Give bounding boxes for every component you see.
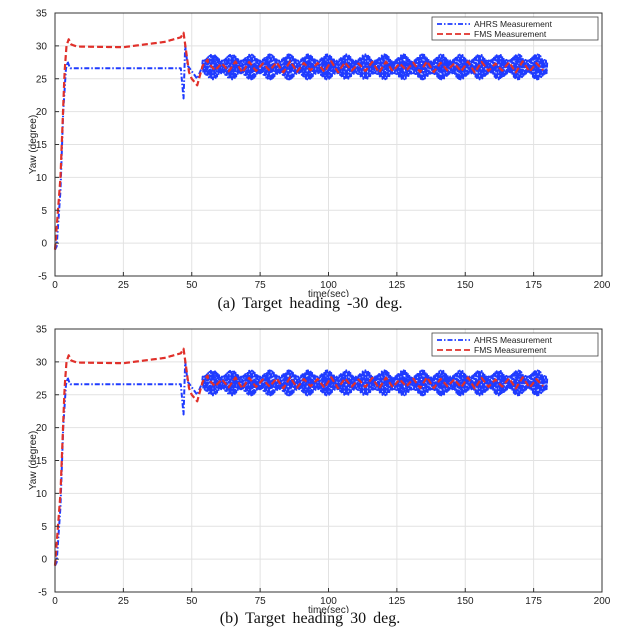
y-tick-label: 25 [36,390,48,401]
y-tick-label: 25 [36,74,48,85]
y-tick-label: 0 [41,555,47,566]
x-tick-label: 125 [389,280,406,291]
legend-label: AHRS Measurement [474,335,553,345]
x-tick-label: 200 [594,596,611,607]
x-tick-label: 75 [255,596,267,607]
series-line-fms [53,347,544,566]
x-tick-label: 175 [525,596,542,607]
x-tick-label: 50 [186,596,198,607]
x-tick-label: 75 [255,280,267,291]
chart-panel-a: 0 25 50 75 100 125 150 175 200 -5 0 5 10 15 20 25 30 35 ti… [28,9,611,313]
caption-a: (a) Target heading -30 deg. [217,295,403,312]
series-line-ahrs [54,44,549,251]
legend-label: FMS Measurement [474,29,547,39]
y-tick-label: 30 [36,41,48,52]
legend-label: FMS Measurement [474,345,547,355]
y-tick-label: 10 [36,489,48,500]
x-axis-label: time(sec) [308,605,349,613]
y-tick-label: 5 [41,206,47,217]
y-axis-label: Yaw (degree) [28,431,39,490]
x-tick-label: 125 [389,596,406,607]
x-tick-label: 100 [320,280,337,291]
y-tick-label: 35 [36,9,48,20]
x-tick-label: 100 [320,596,337,607]
y-axis-label: Yaw (degree) [28,115,39,174]
y-tick-label: -5 [38,588,47,599]
chart-a: 0 25 50 75 100 125 150 175 200 -5 0 5 10 15 20 25 30 35 ti… [28,9,611,298]
series-line-fms [53,31,544,250]
x-tick-label: 175 [525,280,542,291]
x-tick-label: 50 [186,280,198,291]
series-line-ahrs [54,360,549,567]
x-tick-label: 25 [118,280,130,291]
y-tick-label: 15 [36,456,48,467]
y-tick-label: 20 [36,107,48,118]
y-tick-label: 5 [41,522,47,533]
x-tick-label: 150 [457,280,474,291]
legend-box [431,16,599,41]
legend-label: AHRS Measurement [474,19,553,29]
y-tick-label: 15 [36,140,48,151]
y-tick-label: -5 [38,272,47,283]
x-tick-label: 150 [457,596,474,607]
chart-panel-b: 0 25 50 75 100 125 150 175 200 -5 0 5 10 15 20 25 30 35 ti… [0,316,620,633]
caption-b: (b) Target heading 30 deg. [219,610,401,627]
x-tick-label: 0 [52,596,58,607]
x-tick-label: 200 [594,280,611,291]
y-tick-label: 0 [41,239,47,250]
y-tick-label: 35 [36,325,48,336]
x-tick-label: 25 [118,596,130,607]
legend-box [431,332,599,357]
x-axis-label: time(sec) [308,289,349,297]
y-tick-label: 20 [36,423,48,434]
y-tick-label: 30 [36,357,48,368]
y-tick-label: 10 [36,173,48,184]
chart-b: 0 25 50 75 100 125 150 175 200 -5 0 5 10 15 20 25 30 35 ti… [28,325,611,614]
x-tick-label: 0 [52,280,58,291]
